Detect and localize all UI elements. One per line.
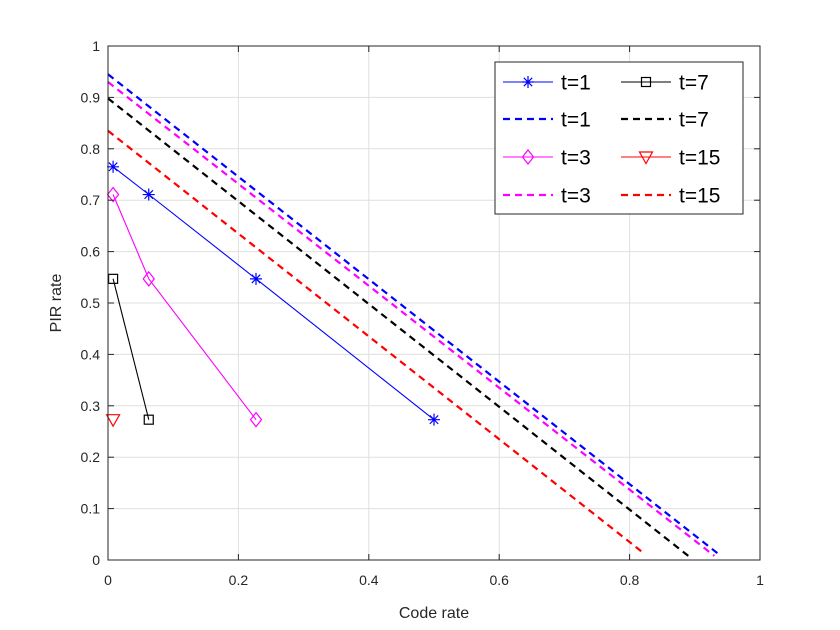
data-point — [105, 414, 121, 428]
data-point — [107, 273, 119, 284]
legend-label-4: t=3 — [561, 147, 591, 170]
data-point — [107, 160, 120, 173]
legend-label-1: t=7 — [679, 72, 709, 95]
legend-label-5: t=15 — [679, 147, 720, 170]
y-tick-label: 0.9 — [81, 89, 101, 105]
y-axis-title: PIR rate — [48, 274, 65, 333]
legend-label-6: t=3 — [561, 185, 591, 208]
data-point — [142, 270, 156, 287]
series-line-7 — [107, 129, 644, 554]
x-axis-title: Code rate — [399, 605, 469, 622]
series-line-4 — [112, 194, 257, 421]
y-tick-label: 0.4 — [81, 346, 101, 362]
y-tick-label: 0.1 — [81, 501, 101, 517]
legend-box — [494, 61, 744, 215]
data-point — [522, 76, 534, 88]
series-line-2 — [107, 73, 721, 556]
y-tick-label: 0 — [92, 552, 100, 568]
data-point — [640, 76, 652, 88]
data-point — [521, 149, 535, 165]
legend-label-7: t=15 — [679, 185, 720, 208]
x-tick-label: 0.2 — [229, 572, 249, 588]
data-point — [249, 411, 263, 428]
x-tick-label: 0.4 — [359, 572, 379, 588]
y-tick-label: 0.7 — [81, 192, 101, 208]
legend-label-2: t=1 — [561, 109, 591, 132]
legend-label-0: t=1 — [561, 72, 591, 95]
legend: t=1 t=7 t=1 t=7 t=3 t=15 t=3 t=15 — [494, 61, 744, 215]
x-tick-label: 0.6 — [489, 572, 509, 588]
data-point — [106, 186, 120, 203]
series-line-6 — [107, 81, 716, 557]
data-point — [428, 413, 440, 426]
y-tick-label: 0.2 — [81, 449, 101, 465]
y-tick-label: 0.6 — [81, 244, 101, 260]
data-point — [250, 272, 263, 285]
data-point — [143, 414, 154, 425]
ticks: 0 0.2 0.4 0.6 0.8 1 0 0.1 0.2 0.3 0.4 0.5 0.6 0.7 0.8 0… — [81, 38, 765, 588]
series-line-3 — [107, 97, 689, 557]
data-point — [142, 188, 155, 201]
series-line-1 — [112, 278, 150, 420]
data-point — [638, 151, 654, 165]
y-tick-label: 0.8 — [81, 141, 101, 157]
series-line-0 — [112, 166, 435, 421]
x-tick-label: 1 — [756, 572, 764, 588]
x-tick-label: 0.8 — [620, 572, 640, 588]
x-tick-label: 0 — [104, 572, 112, 588]
y-tick-label: 0.5 — [81, 295, 101, 311]
y-tick-label: 1 — [92, 38, 100, 54]
y-tick-label: 0.3 — [81, 398, 101, 414]
series-group — [105, 73, 721, 557]
legend-label-3: t=7 — [679, 109, 709, 132]
